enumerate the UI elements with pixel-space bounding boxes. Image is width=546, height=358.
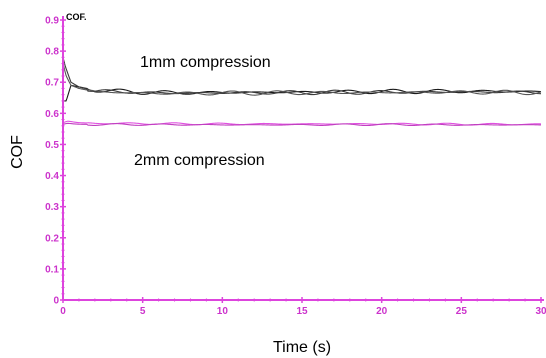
cof-series-line [62, 122, 542, 127]
y-tick-label: 0 [53, 296, 59, 307]
ticks-group: 0 0.1 0.2 0.3 0.4 0.5 0.6 0.7 0.8 0.9 0 5 10 15 20 25 30 [45, 16, 546, 318]
x-tick-label: 30 [535, 306, 546, 317]
y-tick-label: 0.6 [45, 109, 59, 120]
cof-series-line [63, 84, 542, 102]
y-tick-label: 0.9 [45, 16, 59, 27]
x-tick-label: 20 [376, 306, 388, 317]
y-tick-label: 0.8 [45, 47, 59, 58]
y-tick-label: 0.7 [45, 78, 59, 89]
y-tick-label: 0.3 [45, 202, 59, 213]
annotation-2mm: 2mm compression [134, 152, 265, 169]
y-unit-label: COF. [66, 12, 87, 22]
y-tick-label: 0.4 [45, 171, 59, 182]
y-tick-label: 0.5 [45, 140, 59, 151]
x-tick-label: 10 [217, 306, 229, 317]
cof-series-line [62, 57, 542, 96]
y-tick-label: 0.1 [45, 264, 59, 275]
cof-series-line [62, 63, 542, 96]
x-tick-label: 15 [296, 306, 308, 317]
y-tick-label: 0.2 [45, 233, 59, 244]
y-axis-title: COF [9, 135, 26, 169]
annotation-1mm: 1mm compression [140, 54, 271, 71]
cof-series-line [62, 120, 542, 126]
x-tick-label: 0 [60, 306, 66, 317]
x-tick-label: 25 [456, 306, 468, 317]
series-group [62, 57, 542, 127]
x-axis-title: Time (s) [273, 339, 331, 356]
x-tick-label: 5 [140, 306, 146, 317]
